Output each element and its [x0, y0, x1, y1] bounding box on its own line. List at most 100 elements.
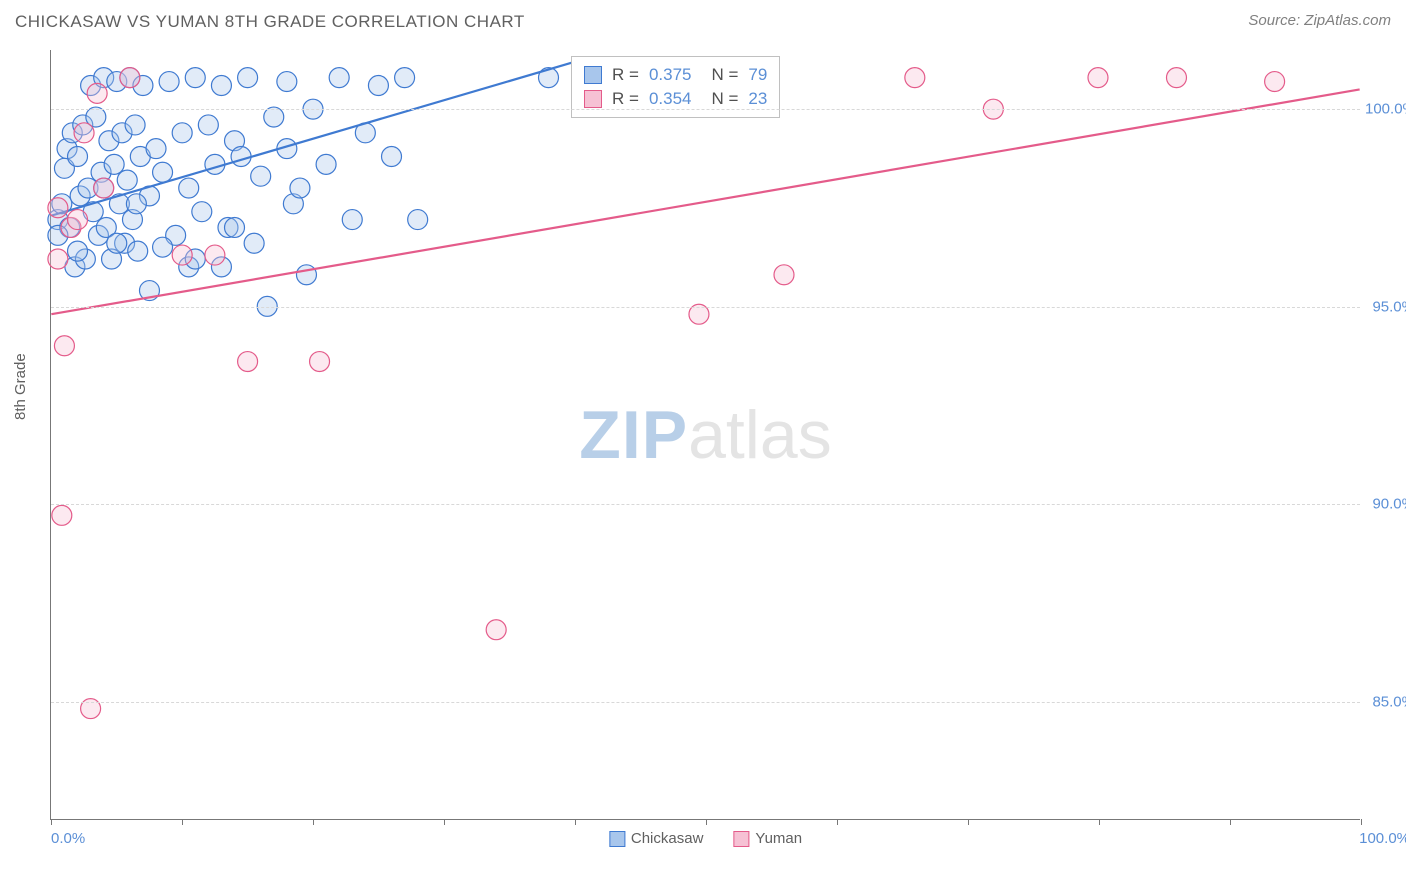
scatter-point [117, 170, 137, 190]
x-tick [1099, 819, 1100, 825]
series-swatch [584, 66, 602, 84]
scatter-point [48, 249, 68, 269]
scatter-point [408, 210, 428, 230]
scatter-point [231, 146, 251, 166]
scatter-point [244, 233, 264, 253]
header: CHICKASAW VS YUMAN 8TH GRADE CORRELATION… [15, 12, 1391, 42]
scatter-point [395, 68, 415, 88]
stats-r-label: R = [612, 89, 639, 109]
scatter-point [54, 336, 74, 356]
series-swatch [584, 90, 602, 108]
scatter-point [277, 72, 297, 92]
scatter-point [128, 241, 148, 261]
scatter-point [238, 352, 258, 372]
scatter-point [198, 115, 218, 135]
scatter-point [368, 76, 388, 96]
scatter-point [107, 233, 127, 253]
grid-line [51, 109, 1360, 110]
scatter-point [192, 202, 212, 222]
x-tick [1361, 819, 1362, 825]
scatter-point [125, 115, 145, 135]
scatter-point [104, 154, 124, 174]
legend-swatch [609, 831, 625, 847]
scatter-point [159, 72, 179, 92]
chart-container: CHICKASAW VS YUMAN 8TH GRADE CORRELATION… [0, 0, 1406, 892]
y-tick-label: 90.0% [1365, 496, 1406, 513]
scatter-point [290, 178, 310, 198]
stats-r-label: R = [612, 65, 639, 85]
stats-r-value: 0.354 [649, 89, 692, 109]
scatter-point [172, 245, 192, 265]
scatter-point [310, 352, 330, 372]
scatter-point [126, 194, 146, 214]
scatter-point [329, 68, 349, 88]
scatter-point [153, 162, 173, 182]
scatter-point [185, 68, 205, 88]
scatter-point [1167, 68, 1187, 88]
scatter-point [1088, 68, 1108, 88]
stats-row: R = 0.354N = 23 [584, 87, 767, 111]
x-tick [182, 819, 183, 825]
scatter-point [120, 68, 140, 88]
x-tick [837, 819, 838, 825]
y-tick-label: 95.0% [1365, 298, 1406, 315]
x-axis-max-label: 100.0% [1359, 830, 1406, 847]
scatter-point [905, 68, 925, 88]
grid-line [51, 504, 1360, 505]
scatter-point [68, 146, 88, 166]
source-name: ZipAtlas.com [1304, 12, 1391, 29]
stats-row: R = 0.375 N = 79 [584, 63, 767, 87]
grid-line [51, 307, 1360, 308]
legend-bottom: Chickasaw Yuman [609, 830, 802, 847]
plot-area: ZIPatlas R = 0.375N = 79R = 0.354N = 23 … [50, 50, 1360, 820]
legend-label: Chickasaw [631, 830, 704, 847]
stats-r-value: 0.375 [649, 65, 692, 85]
plot-svg [51, 50, 1360, 819]
scatter-point [48, 198, 68, 218]
scatter-point [205, 245, 225, 265]
legend-swatch [733, 831, 749, 847]
x-tick [313, 819, 314, 825]
scatter-point [205, 154, 225, 174]
source-attribution: Source: ZipAtlas.com [1248, 12, 1391, 29]
scatter-point [153, 237, 173, 257]
x-tick [51, 819, 52, 825]
scatter-point [146, 139, 166, 159]
scatter-point [172, 123, 192, 143]
stats-n-value: 79 [748, 65, 767, 85]
scatter-point [225, 217, 245, 237]
scatter-point [179, 178, 199, 198]
scatter-point [52, 505, 72, 525]
trend-line [51, 89, 1359, 314]
scatter-point [68, 210, 88, 230]
scatter-point [74, 123, 94, 143]
scatter-point [382, 146, 402, 166]
scatter-point [774, 265, 794, 285]
x-tick [1230, 819, 1231, 825]
legend-item: Yuman [733, 830, 802, 847]
scatter-point [251, 166, 271, 186]
stats-n-label: N = [711, 89, 738, 109]
scatter-point [87, 83, 107, 103]
scatter-point [94, 178, 114, 198]
scatter-point [238, 68, 258, 88]
grid-line [51, 702, 1360, 703]
y-tick-label: 85.0% [1365, 693, 1406, 710]
scatter-point [486, 620, 506, 640]
x-tick [575, 819, 576, 825]
scatter-point [68, 241, 88, 261]
scatter-point [1265, 72, 1285, 92]
x-tick [444, 819, 445, 825]
scatter-point [316, 154, 336, 174]
x-tick [968, 819, 969, 825]
y-tick-label: 100.0% [1365, 101, 1406, 118]
scatter-point [296, 265, 316, 285]
x-tick [706, 819, 707, 825]
scatter-point [342, 210, 362, 230]
source-prefix: Source: [1248, 12, 1304, 29]
legend-label: Yuman [755, 830, 802, 847]
stats-n-label: N = [711, 65, 738, 85]
chart-title: CHICKASAW VS YUMAN 8TH GRADE CORRELATION… [15, 12, 525, 31]
y-axis-label: 8th Grade [12, 353, 29, 420]
legend-item: Chickasaw [609, 830, 704, 847]
